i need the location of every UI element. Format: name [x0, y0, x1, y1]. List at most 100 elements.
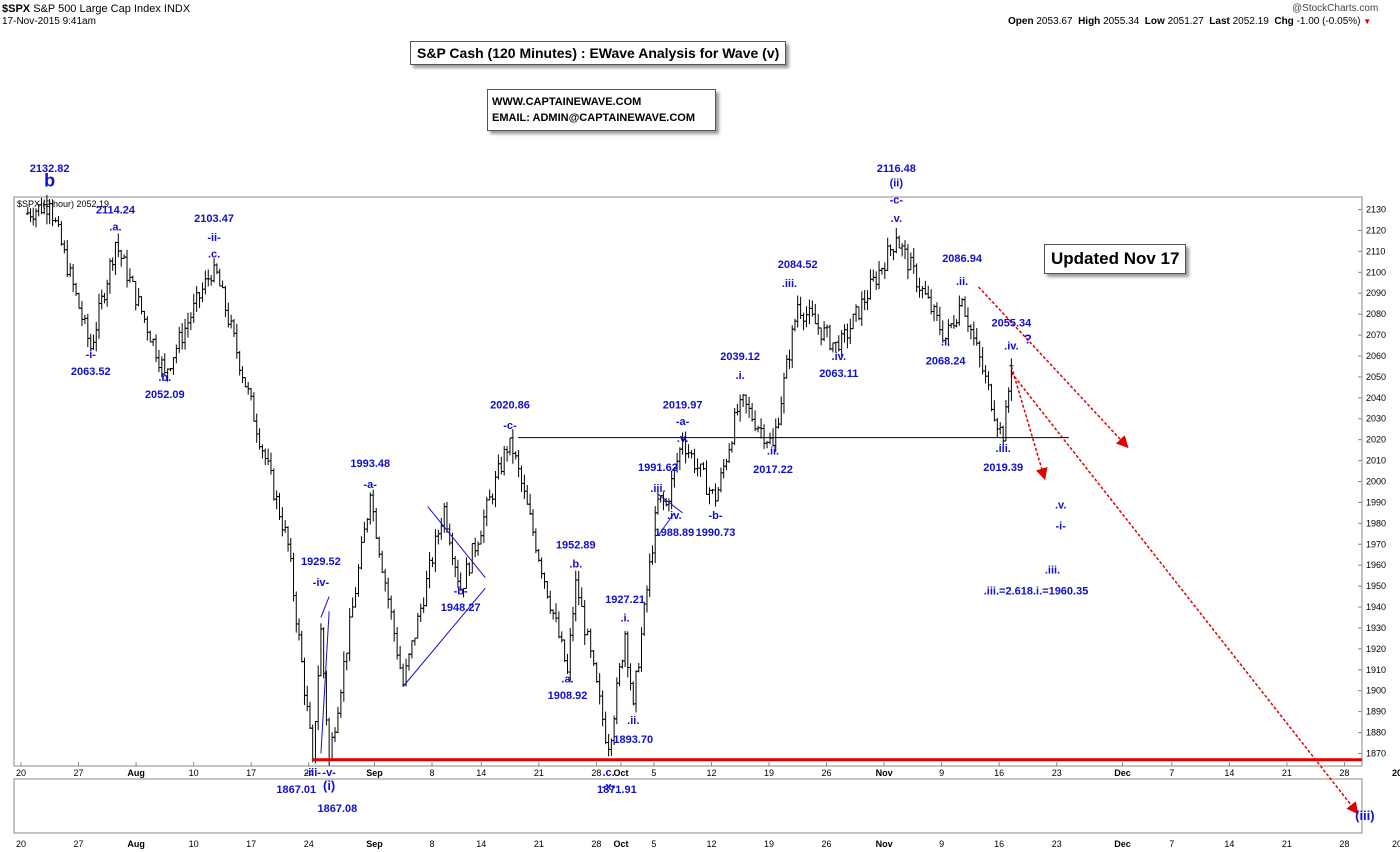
wave-label-lower: (i): [323, 778, 335, 793]
y-tick-label: 2130: [1366, 205, 1386, 215]
x-tick-label: 10: [189, 768, 199, 778]
projection-arrow: [1010, 366, 1048, 481]
x-tick-label: 14: [1224, 768, 1234, 778]
quote-high: 2055.34: [1103, 16, 1140, 27]
y-tick-label: 2050: [1366, 372, 1386, 382]
axis-ticks: 1870188018901900191019201930194019501960…: [16, 205, 1400, 849]
x-tick-label: 12: [706, 768, 716, 778]
price-bar: [545, 580, 550, 599]
x-tick-label-lower: 20: [16, 839, 26, 849]
x-tick-label: Aug: [127, 768, 145, 778]
price-bar: [741, 393, 746, 408]
wave-label-lower: -x-: [602, 781, 616, 793]
price-bar: [191, 293, 196, 324]
y-tick-label: 1940: [1366, 602, 1386, 612]
x-tick-label: 23: [1052, 768, 1062, 778]
price-bar: [891, 249, 896, 261]
price-bar: [625, 631, 630, 678]
price-bar: [784, 354, 789, 379]
price-bar: [998, 422, 1003, 435]
wave-label-lower: .c.: [603, 767, 615, 779]
price-bar: [510, 429, 515, 464]
price-bar: [274, 490, 279, 510]
price-bar: [310, 724, 315, 763]
price-bar: [142, 310, 147, 323]
wave-label: .v.: [891, 213, 902, 225]
price-bar: [240, 366, 245, 383]
price-bar: [59, 221, 64, 246]
x-tick-label: 19: [764, 768, 774, 778]
x-tick-label-lower: 19: [764, 839, 774, 849]
price-bar: [94, 321, 99, 352]
trendline: [402, 587, 486, 687]
price-bar: [986, 371, 991, 391]
x-tick-label-lower: 2016: [1392, 839, 1400, 849]
price-bar: [148, 330, 153, 343]
wave-label: .iii.: [996, 443, 1011, 455]
trendline: [427, 506, 486, 579]
price-bar: [96, 293, 101, 339]
wave-label: .iv.: [832, 351, 846, 363]
price-bar: [724, 458, 729, 471]
x-tick-label: 8: [429, 768, 434, 778]
price-bar: [897, 235, 902, 249]
price-bar: [623, 630, 628, 668]
price-bar: [299, 630, 304, 663]
wave-label: 2017.22: [753, 464, 793, 476]
price-bar: [571, 606, 575, 642]
price-bar: [212, 258, 217, 283]
price-bar: [908, 252, 913, 271]
price-bar: [977, 340, 982, 368]
wave-label: 1929.52: [301, 556, 341, 568]
price-bar: [496, 454, 501, 480]
price-bar: [359, 536, 364, 570]
price-bar: [689, 450, 694, 459]
y-tick-label: 1950: [1366, 581, 1386, 591]
price-bar: [478, 530, 483, 545]
y-tick-label: 1970: [1366, 539, 1386, 549]
price-bar: [268, 452, 273, 475]
price-bar: [735, 403, 740, 416]
price-bar: [528, 493, 533, 516]
price-bar: [102, 292, 107, 304]
price-bar: [110, 257, 115, 271]
website-text: WWW.CAPTAINEWAVE.COM: [492, 96, 642, 108]
price-bar: [427, 552, 432, 589]
price-bar: [539, 557, 544, 579]
price-bar: [203, 270, 208, 295]
x-tick-label: 27: [74, 768, 84, 778]
price-bar: [380, 550, 385, 574]
price-bar: [585, 628, 590, 636]
price-bar: [338, 689, 343, 718]
price-bar: [183, 318, 188, 350]
price-bar: [559, 631, 564, 643]
x-tick-label: 24: [304, 768, 314, 778]
x-tick-label-lower: Dec: [1114, 839, 1131, 849]
price-bar: [807, 299, 812, 325]
x-tick-label-lower: Nov: [876, 839, 893, 849]
wave-label-lower: 1867.01: [276, 784, 316, 796]
price-bar: [197, 291, 202, 309]
price-bar: [229, 314, 234, 329]
price-bar: [113, 241, 118, 275]
price-bar: [926, 285, 931, 299]
price-bar: [406, 653, 411, 671]
y-tick-label: 2070: [1366, 330, 1386, 340]
price-bar: [188, 312, 193, 331]
price-bar: [573, 570, 578, 622]
wave-label: .b.: [569, 558, 582, 570]
price-bar: [266, 448, 271, 465]
price-bar: [263, 448, 268, 466]
lower-panel-frame: [13, 778, 1363, 834]
price-bar: [903, 240, 908, 260]
price-bar: [965, 307, 970, 332]
price-bar: [677, 447, 682, 471]
wave-label: .iii.: [650, 483, 665, 495]
x-tick-label: Nov: [876, 768, 893, 778]
price-bar: [756, 425, 761, 433]
price-bar: [519, 465, 524, 492]
wave-label: 1993.48: [350, 458, 390, 470]
wave-label: 1927.21: [605, 594, 645, 606]
price-bar: [130, 275, 135, 282]
price-bar: [424, 570, 429, 607]
